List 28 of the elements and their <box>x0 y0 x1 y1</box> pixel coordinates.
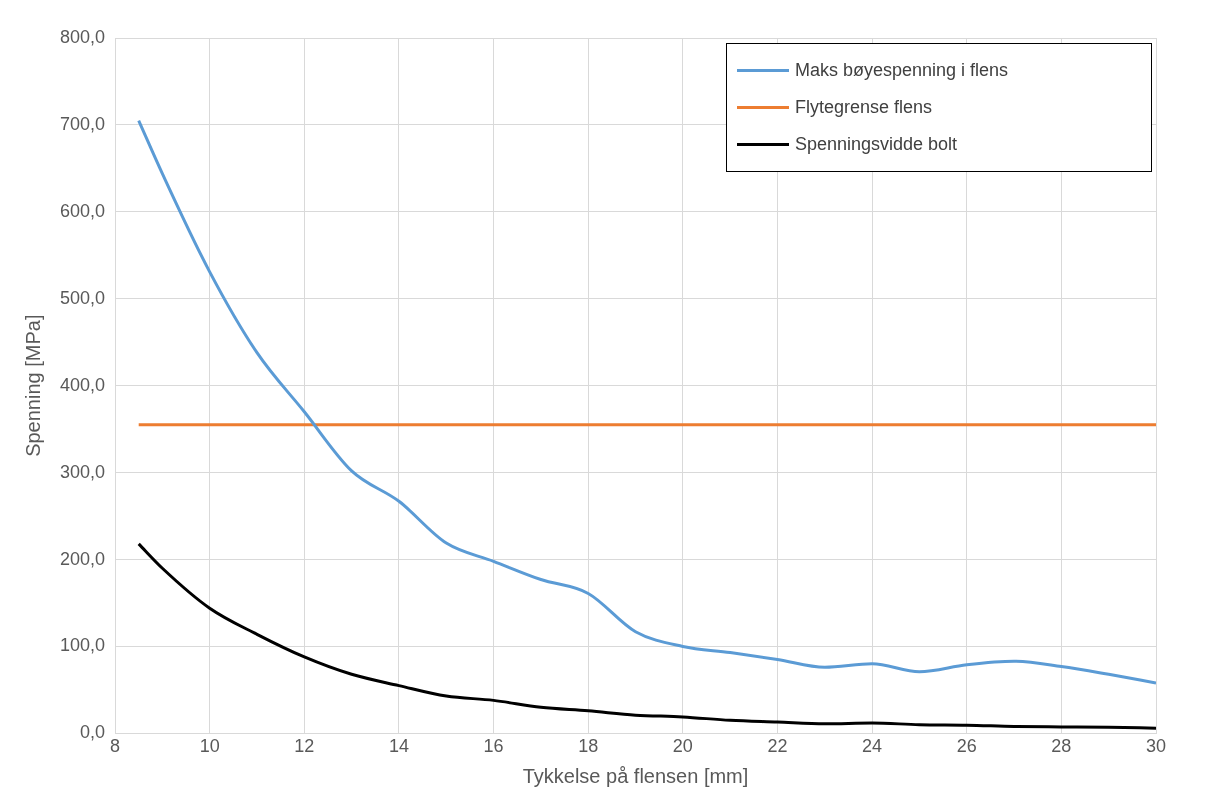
y-axis-title: Spenning [MPa] <box>21 314 44 457</box>
y-tick-label: 400,0 <box>60 374 106 395</box>
legend-label: Flytegrense flens <box>795 97 933 118</box>
legend-label: Spenningsvidde bolt <box>795 134 958 155</box>
y-tick-label: 600,0 <box>60 200 106 221</box>
x-tick-label: 20 <box>672 736 693 757</box>
x-tick-label: 24 <box>862 736 883 757</box>
y-tick-label: 0,0 <box>80 722 106 743</box>
x-tick-label: 22 <box>767 736 788 757</box>
x-tick-label: 14 <box>388 736 409 757</box>
x-tick-label: 12 <box>294 736 315 757</box>
x-tick-label: 8 <box>110 736 121 757</box>
y-tick-label: 100,0 <box>60 635 106 656</box>
x-tick-label: 16 <box>483 736 504 757</box>
line-series <box>137 119 1156 685</box>
y-tick-label: 500,0 <box>60 287 106 308</box>
x-tick-label: 26 <box>956 736 977 757</box>
line-series <box>137 542 1156 730</box>
x-tick-label: 28 <box>1051 736 1072 757</box>
legend-label: Maks bøyespenning i flens <box>795 60 1009 81</box>
x-tick-label: 30 <box>1145 736 1167 757</box>
x-tick-label: 18 <box>578 736 599 757</box>
y-tick-label: 300,0 <box>60 461 106 482</box>
y-tick-label: 700,0 <box>60 113 106 134</box>
x-axis-title: Tykkelse på flensen [mm] <box>522 764 749 787</box>
x-tick-label: 10 <box>199 736 220 757</box>
y-tick-label: 200,0 <box>60 548 106 569</box>
y-tick-label: 800,0 <box>60 26 106 47</box>
